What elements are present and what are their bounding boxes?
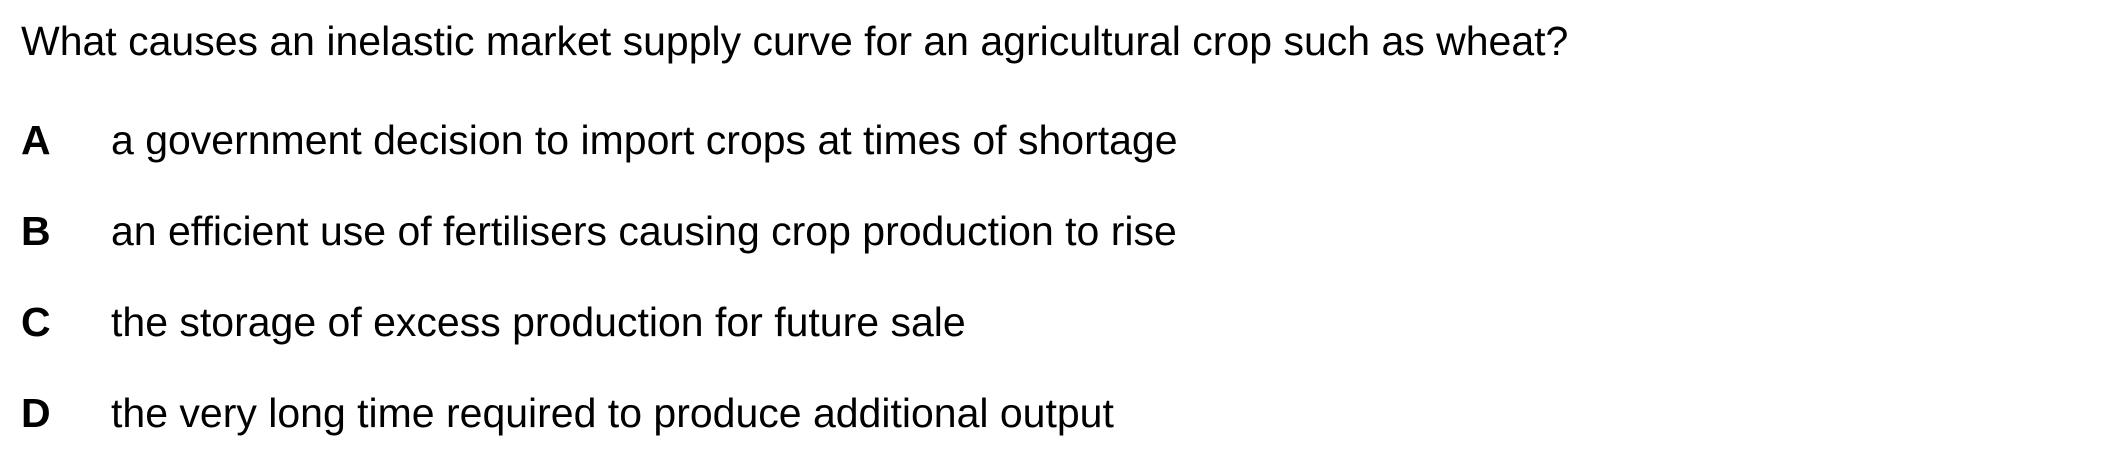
option-text: an efficient use of fertilisers causing … (111, 208, 1177, 254)
option-text: a government decision to import crops at… (111, 117, 1178, 163)
option-letter: D (21, 390, 51, 436)
option-letter: B (21, 208, 51, 254)
option-letter: A (21, 117, 51, 163)
question-text: What causes an inelastic market supply c… (21, 18, 1569, 64)
option-letter: C (21, 299, 51, 345)
option-text: the very long time required to produce a… (111, 390, 1114, 436)
option-text: the storage of excess production for fut… (111, 299, 966, 345)
